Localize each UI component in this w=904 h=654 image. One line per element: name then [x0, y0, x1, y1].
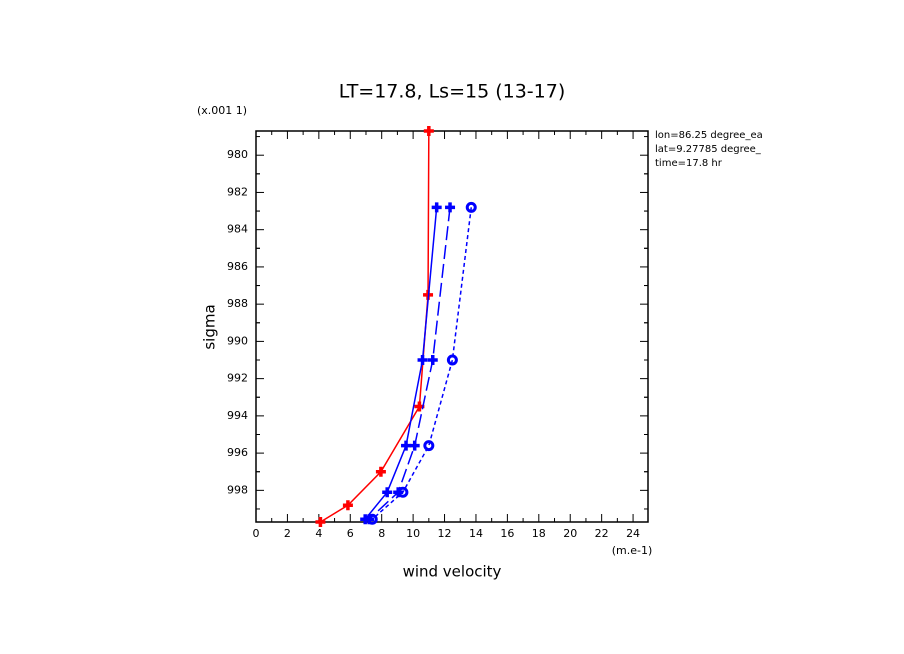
x-tick-label: 16 — [500, 527, 514, 540]
point — [417, 355, 428, 366]
point — [409, 440, 420, 451]
series-line — [371, 207, 472, 520]
y-tick-label: 988 — [227, 297, 248, 310]
point — [375, 466, 386, 477]
y-tick-label: 986 — [227, 260, 248, 273]
plot-frame — [255, 130, 649, 523]
x-tick-label: 0 — [253, 527, 260, 540]
point — [382, 487, 393, 498]
y-axis-label: sigma — [201, 304, 219, 349]
annotation: lat=9.27785 degree_ — [655, 144, 762, 155]
point — [445, 202, 456, 213]
y-tick-label: 984 — [227, 223, 248, 236]
y-tick-label: 998 — [227, 483, 248, 496]
point — [397, 486, 409, 498]
x-tick-label: 24 — [626, 527, 640, 540]
point — [446, 354, 458, 366]
x-tick-label: 10 — [406, 527, 420, 540]
x-tick-label: 8 — [378, 527, 385, 540]
series-line — [320, 130, 430, 523]
y-tick-label: 996 — [227, 446, 248, 459]
x-tick-label: 14 — [469, 527, 483, 540]
x-tick-label: 6 — [347, 527, 354, 540]
x-tick-label: 4 — [315, 527, 322, 540]
point — [423, 440, 435, 452]
x-tick-label: 22 — [595, 527, 609, 540]
annotation: lon=86.25 degree_ea — [655, 130, 763, 141]
x-tick-label: 18 — [532, 527, 546, 540]
x-tick-label: 2 — [284, 527, 291, 540]
x-axis-label: wind velocity — [403, 563, 502, 581]
point — [342, 500, 353, 511]
point — [366, 513, 378, 525]
annotation: time=17.8 hr — [655, 158, 723, 169]
point — [315, 517, 326, 527]
x-tick-label: 12 — [438, 527, 452, 540]
point — [427, 355, 438, 366]
point — [465, 201, 477, 213]
y-tick-label: 982 — [227, 185, 248, 198]
y-tick-label: 994 — [227, 409, 248, 422]
x-tick-label: 20 — [563, 527, 577, 540]
y-units: (x.001 1) — [197, 104, 247, 117]
chart-title: LT=17.8, Ls=15 (13-17) — [339, 81, 566, 103]
point — [423, 126, 434, 136]
y-tick-label: 980 — [227, 148, 248, 161]
point — [401, 440, 412, 451]
point — [431, 202, 442, 213]
y-tick-label: 992 — [227, 372, 248, 385]
x-units: (m.e-1) — [612, 544, 653, 557]
y-tick-label: 990 — [227, 334, 248, 347]
